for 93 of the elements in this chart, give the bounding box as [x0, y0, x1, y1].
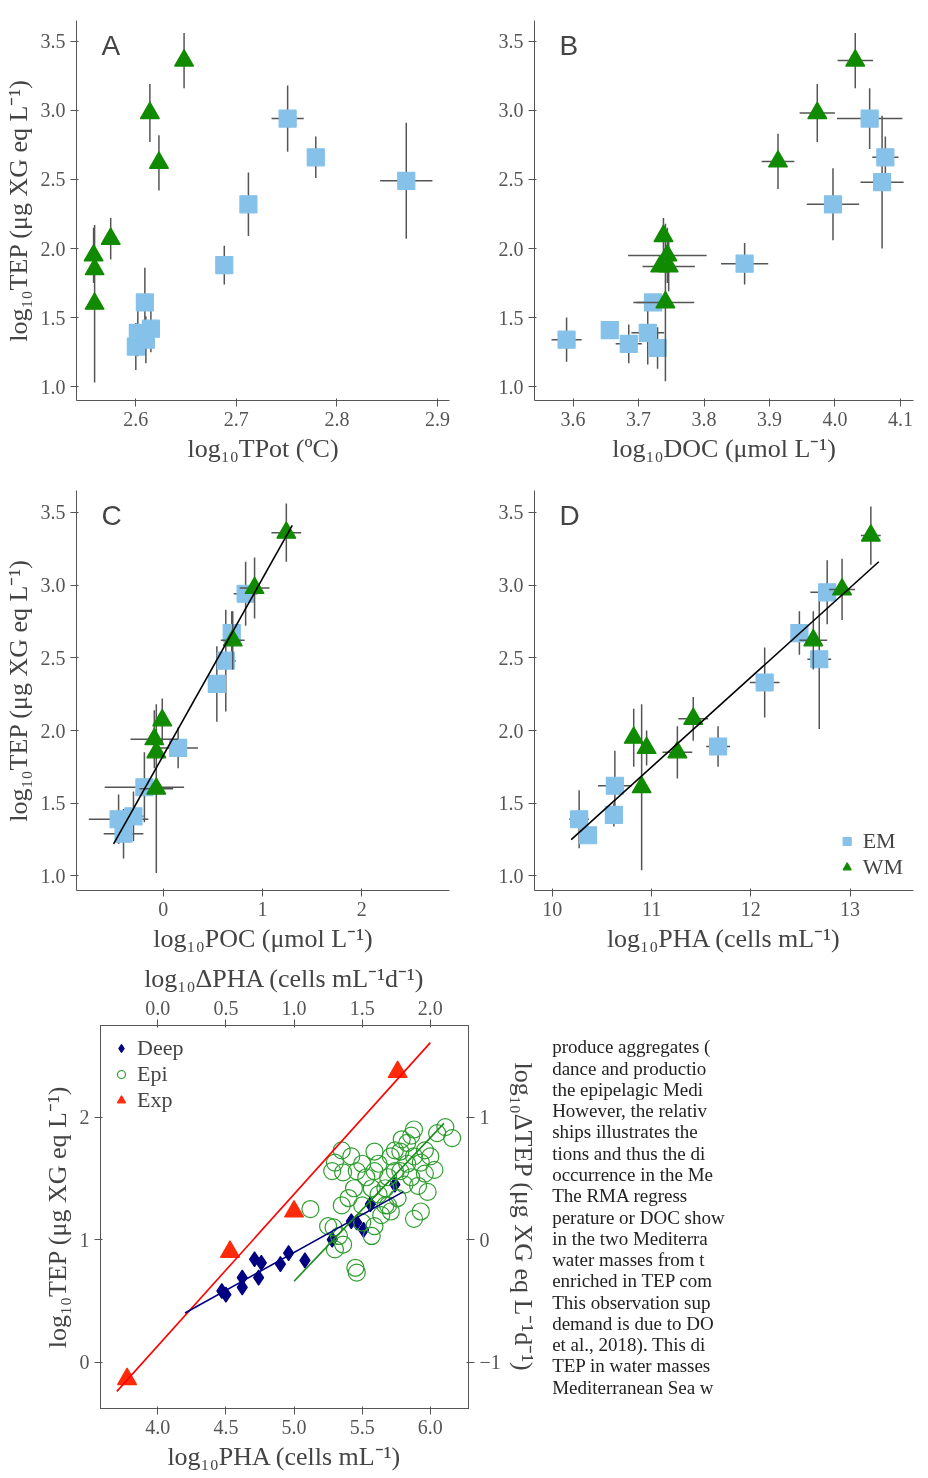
x-tick-label: 1 [257, 897, 268, 920]
x2-tick-label: 2.0 [417, 996, 443, 1019]
x-axis-title: log₁₀TPot (ºC) [187, 433, 339, 463]
x-tick-label: 4.5 [213, 1415, 239, 1438]
y2-tick-label: 0 [479, 1228, 490, 1251]
x-tick-label: 12 [740, 897, 761, 920]
x-axis-title: log₁₀PHA (cells mL⁻¹) [606, 923, 840, 953]
y2-tick-label: −1 [479, 1351, 501, 1373]
x-tick-label: 13 [840, 897, 860, 920]
x-tick-label: 4.0 [145, 1415, 171, 1438]
text: The RMA regress [552, 1185, 688, 1207]
text: demand is due to DO [552, 1312, 714, 1334]
text: ships illustrates the [552, 1121, 698, 1143]
x2-tick-label: 1.5 [349, 996, 375, 1019]
x-axis-title: log₁₀DOC (μmol L⁻¹) [612, 433, 836, 463]
annotation: C [101, 499, 122, 531]
x-tick-label: 2.7 [223, 407, 249, 430]
legend-label: EM [862, 828, 896, 854]
y-tick-label: 2.5 [498, 168, 524, 191]
x-tick-label: 2 [356, 897, 367, 920]
y-tick-label: 1.5 [40, 792, 66, 815]
x2-axis-title: log₁₀ΔPHA (cells mL⁻¹d⁻¹) [144, 963, 424, 993]
text: dance and productio [552, 1057, 707, 1079]
y-tick-label: 2.5 [40, 646, 66, 669]
y-tick-label: 3.0 [498, 574, 524, 597]
x-tick-label: 5.5 [349, 1415, 375, 1438]
y-tick-label: 2.0 [40, 237, 66, 260]
text: However, the relativ [552, 1100, 708, 1122]
x-tick-label: 3.7 [626, 407, 652, 430]
annotation: D [559, 499, 580, 531]
text: occurrence in the Me [552, 1163, 714, 1185]
y-tick-label: 3.5 [498, 30, 524, 53]
x-tick-label: 3.9 [756, 407, 782, 430]
y-axis-title: log₁₀TEP (μg XG eq L⁻¹) [42, 1086, 72, 1349]
text: produce aggregates ( [552, 1036, 711, 1059]
x-axis-title: log₁₀PHA (cells mL⁻¹) [167, 1441, 401, 1471]
x-tick-label: 0 [158, 897, 169, 920]
y-tick-label: 1 [79, 1228, 90, 1251]
y-tick-label: 1.0 [40, 864, 66, 887]
y-tick-label: 2.0 [498, 719, 524, 742]
x-tick-label: 10 [542, 897, 563, 920]
x-tick-label: 4.1 [887, 407, 913, 430]
legend-label: WM [862, 854, 903, 880]
text: water masses from t [552, 1249, 706, 1271]
x-tick-label: 4.0 [822, 407, 848, 430]
text: This observation sup [552, 1291, 711, 1313]
x-tick-label: 3.8 [691, 407, 717, 430]
x-axis-title: log₁₀POC (μmol L⁻¹) [153, 923, 373, 953]
legend-label: Epi [137, 1061, 168, 1087]
y-tick-label: 1.0 [40, 375, 66, 398]
x-tick-label: 11 [641, 897, 662, 920]
y-tick-label: 3.0 [40, 574, 66, 597]
y-tick-label: 3.0 [498, 99, 524, 122]
x2-tick-label: 0.0 [145, 996, 171, 1019]
y-tick-label: 1.5 [40, 306, 66, 329]
legend-label: Deep [137, 1035, 184, 1061]
text: enriched in TEP com [552, 1270, 713, 1292]
y-tick-label: 1.5 [498, 306, 524, 329]
y2-axis-title: log₁₀ΔTEP (μg XG eq L⁻¹d⁻¹) [508, 1062, 538, 1371]
y-tick-label: 1.0 [498, 864, 524, 887]
text: Mediterranean Sea w [552, 1376, 714, 1398]
text: the epipelagic Medi [552, 1078, 704, 1100]
y-tick-label: 2.5 [498, 646, 524, 669]
annotation: B [559, 29, 579, 61]
y-axis-title: log₁₀TEP (μg XG eq L⁻¹) [3, 80, 33, 342]
x-tick-label: 3.6 [560, 407, 586, 430]
y-tick-label: 3.0 [40, 99, 66, 122]
x2-tick-label: 1.0 [281, 996, 307, 1019]
y-tick-label: 3.5 [498, 501, 524, 524]
y-tick-label: 2.0 [498, 237, 524, 260]
y-tick-label: 3.5 [40, 501, 66, 524]
y-tick-label: 2 [79, 1106, 90, 1129]
text: tions and thus the di [552, 1142, 706, 1164]
x-tick-label: 2.6 [123, 407, 149, 430]
text: et al., 2018). This di [552, 1334, 706, 1357]
y-tick-label: 0 [79, 1351, 90, 1373]
x2-tick-label: 0.5 [213, 996, 239, 1019]
x-tick-label: 6.0 [417, 1415, 443, 1438]
y2-tick-label: 1 [479, 1106, 490, 1129]
x-tick-label: 5.0 [281, 1415, 307, 1438]
x-tick-label: 2.9 [424, 407, 450, 430]
text: TEP in water masses [552, 1355, 711, 1377]
y-tick-label: 3.5 [40, 30, 66, 53]
legend-label: Exp [137, 1087, 173, 1113]
y-tick-label: 1.5 [498, 792, 524, 815]
text: perature or DOC show [552, 1206, 725, 1228]
text: in the two Mediterra [552, 1227, 709, 1249]
y-tick-label: 2.5 [40, 168, 66, 191]
y-tick-label: 2.0 [40, 719, 66, 742]
y-axis-title: log₁₀TEP (μg XG eq L⁻¹) [3, 560, 33, 822]
y-tick-label: 1.0 [498, 375, 524, 398]
annotation: A [101, 29, 121, 61]
x-tick-label: 2.8 [324, 407, 350, 430]
